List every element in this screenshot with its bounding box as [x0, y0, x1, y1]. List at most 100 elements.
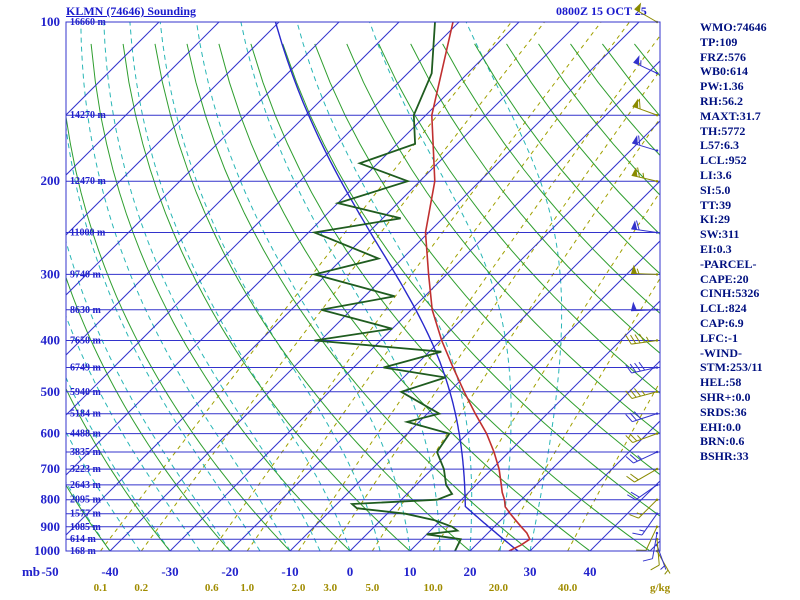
sounding-datetime: 0800Z 15 OCT 25	[556, 4, 647, 18]
height-label: 3223 m	[70, 464, 102, 475]
index-line: LFC:-1	[700, 330, 738, 345]
index-line: MAXT:31.7	[700, 108, 761, 123]
wind-barb	[642, 531, 659, 562]
mixing-ratio-label: 40.0	[558, 582, 578, 594]
wind-barb	[625, 388, 659, 399]
dry-adiabat-line	[186, 43, 531, 551]
mixing-ratio-line	[100, 22, 512, 551]
mixing-ratio-label: 0.6	[205, 582, 219, 594]
height-label: 5184 m	[70, 409, 102, 420]
height-label: 1085 m	[70, 522, 102, 533]
isotherm-line	[66, 22, 220, 176]
isotherm-line	[529, 420, 660, 551]
pressure-label: 500	[41, 384, 61, 399]
dry-adiabat-line	[282, 43, 660, 517]
moist-adiabat-line	[240, 22, 441, 551]
dry-adiabat-line	[378, 43, 660, 394]
temp-tick-label: -50	[41, 564, 58, 579]
wind-barb	[633, 55, 659, 75]
pressure-label: 200	[41, 173, 61, 188]
index-line: CAPE:20	[700, 271, 749, 286]
height-label: 7650 m	[70, 335, 102, 346]
isotherm-line	[289, 180, 660, 551]
mixing-ratio-label: 0.2	[134, 582, 148, 594]
pressure-label: 700	[41, 461, 61, 476]
pressure-label: 400	[41, 332, 61, 347]
index-line: SI:5.0	[700, 182, 731, 197]
wind-barb	[631, 167, 659, 183]
wind-barb	[625, 361, 659, 374]
isotherm-line	[66, 22, 280, 236]
isotherm-line	[66, 22, 400, 356]
mixing-ratio-label: 20.0	[489, 582, 509, 594]
index-line: L57:6.3	[700, 138, 739, 153]
index-line: CAP:6.9	[700, 315, 744, 330]
temp-tick-label: -40	[101, 564, 118, 579]
dry-adiabat-line	[66, 275, 231, 551]
height-label: 12470 m	[70, 176, 107, 187]
isotherm-line	[169, 60, 660, 551]
index-line: EHI:0.0	[700, 419, 742, 434]
pressure-label: 300	[41, 266, 61, 281]
wind-barb	[625, 411, 659, 423]
mixing-ratio-label: 3.0	[323, 582, 337, 594]
index-line: -PARCEL-	[700, 256, 757, 271]
index-line: TP:109	[700, 34, 738, 49]
index-line: -WIND-	[700, 345, 742, 360]
height-label: 9740 m	[70, 269, 102, 280]
height-label: 2095 m	[70, 495, 102, 506]
index-line: WB0:614	[700, 64, 748, 79]
height-label: 14270 m	[70, 110, 107, 121]
mixing-ratio-line	[371, 117, 660, 551]
sounding-title: KLMN (74646) Sounding	[66, 4, 197, 18]
wind-barb	[632, 98, 659, 117]
index-line: LCL:952	[700, 153, 747, 168]
pressure-label: 600	[41, 426, 61, 441]
height-label: 5940 m	[70, 387, 102, 398]
mixing-ratio-label: 1.0	[240, 582, 254, 594]
dry-adiabat-line	[66, 113, 291, 551]
wind-barb	[632, 512, 659, 536]
moist-adiabat-line	[103, 22, 321, 551]
temp-tick-label: -20	[221, 564, 238, 579]
wind-barb	[627, 483, 659, 501]
isotherm-line	[66, 22, 340, 296]
index-line: WMO:74646	[700, 20, 767, 34]
index-line: KI:29	[700, 212, 730, 227]
wind-barb	[626, 467, 659, 483]
dewpoint-curve	[311, 22, 463, 551]
index-line: HEL:58	[700, 375, 742, 390]
isotherm-line	[66, 22, 580, 536]
dry-adiabat-line	[250, 43, 651, 551]
pressure-label: 900	[41, 519, 61, 534]
isotherm-line	[109, 22, 640, 551]
height-label: 1577 m	[70, 509, 102, 520]
index-line: SHR+:0.0	[700, 389, 751, 404]
mixing-ratio-line	[329, 69, 660, 551]
temp-tick-label: 10	[404, 564, 417, 579]
index-line: RH:56.2	[700, 93, 743, 108]
mixing-ratio-label: 10.0	[423, 582, 443, 594]
height-label: 6749 m	[70, 363, 102, 374]
isotherm-line	[409, 300, 660, 551]
height-label: 8630 m	[70, 305, 102, 316]
wind-barb	[631, 220, 659, 234]
index-line: SW:311	[700, 227, 740, 242]
wind-barb-column	[625, 2, 671, 575]
temp-tick-label: 30	[524, 564, 537, 579]
indices-panel: WMO:74646 TP:109 FRZ:576 WB0:614 PW:1.36 RH:5…	[700, 20, 798, 464]
isotherm-line	[66, 22, 160, 116]
pressure-label: 1000	[34, 543, 60, 558]
index-line: TH:5772	[700, 123, 746, 138]
wind-barb	[630, 301, 659, 312]
isotherm-line	[229, 120, 660, 551]
index-line: LCL:824	[700, 301, 747, 316]
dry-adiabat-line	[154, 43, 471, 551]
index-line: TT:39	[700, 197, 732, 212]
wind-barb	[631, 135, 659, 152]
index-line: STM:253/11	[700, 360, 763, 375]
wind-barb	[625, 432, 659, 444]
temp-tick-label: -10	[281, 564, 298, 579]
